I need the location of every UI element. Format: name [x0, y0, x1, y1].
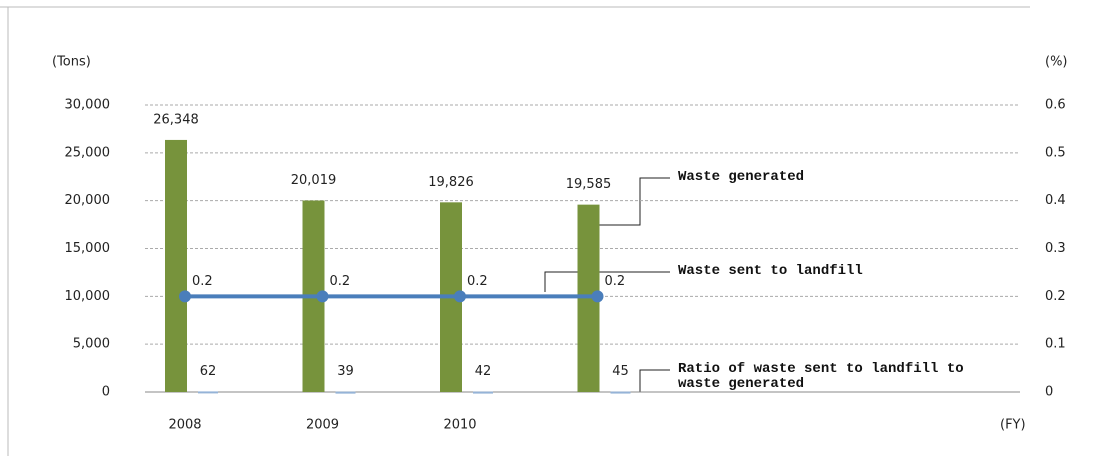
leader [590, 177, 670, 226]
data-label: 62 [200, 364, 217, 379]
data-label: 19,585 [566, 177, 612, 192]
data-label: 19,826 [428, 175, 474, 190]
data-label: 0.2 [192, 274, 213, 289]
data-label: 26,348 [153, 112, 199, 127]
y-tick-label: 30,000 [65, 98, 111, 113]
bar [198, 391, 218, 394]
data-label: 45 [612, 364, 629, 379]
bar [473, 391, 493, 394]
data-label: 0.2 [467, 274, 488, 289]
x-axis-label: (FY) [1000, 418, 1026, 433]
x-tick-label: 2008 [168, 418, 201, 433]
data-label: 20,019 [291, 173, 337, 188]
data-label: 0.2 [605, 274, 626, 289]
y-tick-label: 20,000 [65, 193, 111, 208]
y-tick-label: 15,000 [65, 241, 111, 256]
y2-tick-label: 0.2 [1045, 289, 1066, 304]
legend-label: Waste sent to landfill [678, 264, 863, 279]
data-label: 42 [475, 364, 492, 379]
y-tick-label: 10,000 [65, 289, 111, 304]
y2-tick-label: 0.3 [1045, 241, 1066, 256]
data-label: 0.2 [330, 274, 351, 289]
y-tick-label: 5,000 [73, 337, 110, 352]
y-tick-label: 25,000 [65, 145, 111, 160]
y-tick-label: 0 [102, 385, 110, 400]
legend-entry: Ratio of waste sent to landfill to waste… [678, 362, 964, 392]
y2-tick-label: 0 [1045, 385, 1053, 400]
legend-entry: Waste generated [678, 170, 805, 185]
y2-tick-label: 0.4 [1045, 193, 1066, 208]
bar [165, 139, 187, 392]
legend-entry: Waste sent to landfill [678, 264, 863, 279]
y2-tick-label: 0.1 [1045, 337, 1066, 352]
x-tick-label: 2009 [306, 418, 339, 433]
y2-axis-label: (%) [1045, 55, 1068, 70]
legend-label: Waste generated [678, 170, 805, 185]
bar [335, 391, 356, 394]
data-label: 39 [337, 364, 354, 379]
y2-tick-label: 0.5 [1045, 145, 1066, 160]
point [316, 290, 329, 303]
y-axis-label: (Tons) [52, 55, 91, 70]
point [179, 290, 191, 303]
point [591, 290, 604, 303]
bar [610, 391, 631, 394]
y2-tick-label: 0.6 [1045, 98, 1066, 113]
legend-label: Ratio of waste sent to landfill to waste… [678, 362, 964, 392]
point [454, 290, 466, 303]
x-tick-label: 2010 [443, 418, 476, 433]
leader [544, 271, 670, 292]
